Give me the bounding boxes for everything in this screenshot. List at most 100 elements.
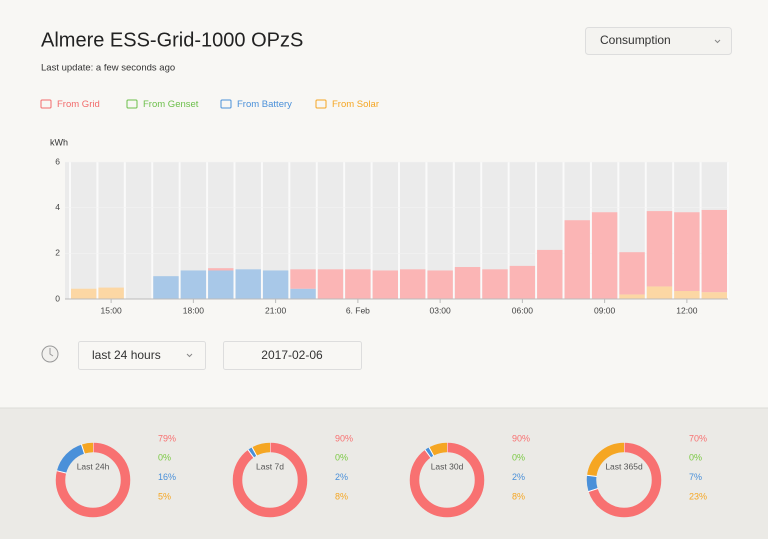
bar-segment (646, 211, 673, 287)
percent-label: 8% (335, 491, 348, 501)
bar-segment (701, 209, 727, 293)
donut-label: Last 365d (605, 461, 643, 471)
bar-segment (317, 269, 344, 299)
x-tick-label: 03:00 (429, 305, 451, 315)
date-picker[interactable] (223, 341, 362, 370)
y-tick-label: 0 (55, 293, 60, 303)
chevron (186, 353, 193, 358)
view-select[interactable] (585, 27, 732, 55)
segment-gap (80, 444, 85, 455)
bar-segment (619, 294, 645, 299)
donut-segment (55, 442, 131, 518)
x-tick-label: 21:00 (265, 305, 287, 315)
x-tick-label: 15:00 (100, 305, 122, 315)
bar-segment (153, 276, 179, 299)
bar-segment (454, 267, 481, 299)
donut-segment (409, 442, 485, 518)
date-picker-label[interactable]: 2017-02-06 (261, 348, 323, 362)
donut-label: Last 24h (77, 461, 110, 471)
bar-segment (646, 286, 673, 299)
last-update: Last update: a few seconds ago (41, 63, 175, 74)
legend-label: From Solar (332, 99, 379, 110)
percent-label: 90% (335, 433, 353, 443)
bar-segment (290, 269, 316, 289)
segment-gap (586, 474, 597, 478)
y-axis-label: kWh (50, 137, 68, 147)
segment-gap (428, 446, 435, 457)
bar-segment (482, 269, 508, 299)
clock-hand (49, 348, 54, 357)
percent-label: 23% (689, 491, 707, 501)
percent-label: 16% (158, 472, 176, 482)
bar-segment (208, 268, 234, 271)
legend-label: From Grid (57, 99, 100, 110)
donut-label: Last 7d (256, 461, 284, 471)
donut-segment (586, 442, 662, 518)
bar-segment (701, 292, 727, 299)
legend-icon (315, 99, 327, 109)
bar-segment (509, 265, 536, 299)
bar-segment (262, 270, 289, 299)
donut (55, 442, 131, 518)
bar-segment (98, 287, 124, 299)
x-tick-label: 6. Feb (346, 305, 370, 315)
donut (232, 442, 308, 518)
bar-segment (208, 270, 234, 299)
legend-label: From Genset (143, 99, 199, 110)
percent-label: 0% (335, 453, 348, 463)
range-select[interactable] (78, 341, 206, 370)
percent-label: 70% (689, 433, 707, 443)
segment-gap (56, 470, 67, 474)
bar-segment (591, 212, 618, 299)
bar-segment (400, 269, 426, 299)
page-title: Almere ESS-Grid-1000 OPzS (41, 29, 303, 51)
bar-segment (619, 252, 645, 295)
percent-label: 7% (689, 472, 702, 482)
percent-label: 8% (512, 491, 525, 501)
percent-label: 90% (512, 433, 530, 443)
legend-icon (40, 99, 52, 109)
bar-segment (372, 270, 398, 299)
percent-label: 2% (512, 472, 525, 482)
bar-segment (564, 220, 590, 299)
donut-segment (586, 442, 662, 518)
percent-label: 0% (689, 453, 702, 463)
segment-gap (424, 449, 432, 459)
bar-segment (427, 270, 453, 299)
donut-segment (232, 442, 308, 518)
donut-label: Last 30d (431, 461, 464, 471)
y-tick-label: 6 (55, 156, 60, 166)
x-tick-label: 18:00 (183, 305, 205, 315)
chevron (714, 39, 721, 44)
y-tick-label: 2 (55, 248, 60, 258)
bar-segment (290, 288, 316, 299)
bar-segment (345, 269, 371, 299)
legend-icon (220, 99, 232, 109)
y-tick-label: 4 (55, 202, 60, 212)
donut (586, 442, 662, 518)
range-select-label[interactable]: last 24 hours (92, 348, 161, 362)
bar-segment (537, 249, 563, 299)
donut (409, 442, 485, 518)
view-select-label[interactable]: Consumption (600, 33, 671, 47)
percent-label: 0% (158, 453, 171, 463)
percent-label: 5% (158, 491, 171, 501)
percent-label: 0% (512, 453, 525, 463)
bar-segment (180, 270, 207, 299)
segment-gap (588, 488, 599, 493)
bar-segment (674, 212, 700, 292)
percent-label: 2% (335, 472, 348, 482)
legend-icon (126, 99, 138, 109)
segment-gap (251, 446, 258, 457)
legend-label: From Battery (237, 99, 292, 110)
bar-segment (674, 291, 700, 299)
bar-segment (71, 288, 97, 299)
bar-segment (235, 269, 261, 299)
segment-gap (247, 449, 255, 459)
percent-label: 79% (158, 433, 176, 443)
x-tick-label: 06:00 (512, 305, 534, 315)
x-tick-label: 12:00 (676, 305, 698, 315)
x-tick-label: 09:00 (594, 305, 616, 315)
